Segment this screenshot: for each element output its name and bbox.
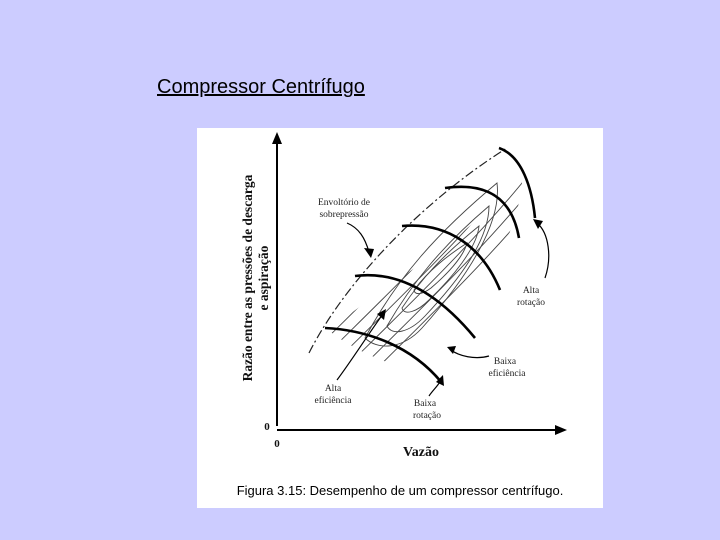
- envelope-annotation: Envoltório de sobrepressão: [318, 198, 370, 220]
- figure-card: Razão entre as pressões de descarga e as…: [197, 128, 603, 508]
- surge-envelope-line: [308, 147, 508, 354]
- low-efficiency-pointer-arrow: [450, 349, 490, 359]
- low-rotation-annotation-line1: Baixa: [414, 399, 437, 409]
- low-efficiency-annotation: Baixa eficiência: [489, 357, 527, 379]
- y-axis-label-line2: e aspiração: [256, 245, 271, 310]
- high-rotation-annotation: Alta rotação: [517, 286, 545, 308]
- speed-curves: [324, 146, 537, 384]
- low-rotation-annotation: Baixa rotação: [413, 399, 441, 421]
- figure-caption: Figura 3.15: Desempenho de um compressor…: [236, 483, 564, 498]
- slide-title: Compressor Centrífugo: [157, 76, 365, 98]
- low-efficiency-annotation-line1: Baixa: [494, 357, 517, 367]
- y-axis-arrow: [272, 132, 282, 144]
- island-contour: [386, 205, 490, 333]
- speed-curve: [444, 185, 521, 239]
- island-contour: [364, 182, 498, 347]
- high-rotation-arrowhead: [533, 219, 543, 229]
- island-contour: [413, 241, 468, 295]
- origin-y-label: 0: [264, 421, 270, 433]
- annotation-arrows: [336, 219, 550, 397]
- speed-curve: [401, 224, 502, 291]
- contour-line: [346, 187, 523, 373]
- high-rotation-annotation-line2: rotação: [517, 298, 545, 308]
- performance-diagram: Razão entre as pressões de descarga e as…: [240, 132, 567, 460]
- y-axis-label: Razão entre as pressões de descarga e as…: [240, 174, 271, 381]
- high-rotation-pointer-arrow: [536, 222, 550, 279]
- high-rotation-annotation-line1: Alta: [523, 286, 540, 296]
- high-efficiency-annotation: Alta eficiência: [315, 384, 353, 406]
- envelope-annotation-line1: Envoltório de: [318, 198, 370, 208]
- high-efficiency-annotation-line1: Alta: [325, 384, 342, 394]
- low-rotation-annotation-line2: rotação: [413, 411, 441, 421]
- low-efficiency-arrowhead: [447, 346, 456, 354]
- speed-curve: [498, 146, 537, 219]
- high-efficiency-arrowhead: [377, 309, 386, 320]
- origin-x-label: 0: [274, 438, 280, 450]
- high-efficiency-annotation-line2: eficiência: [315, 395, 353, 406]
- envelope-arrowhead: [364, 248, 374, 258]
- speed-curve: [324, 326, 444, 384]
- y-axis-label-line1: Razão entre as pressões de descarga: [240, 174, 255, 381]
- x-axis-label: Vazão: [403, 445, 439, 460]
- x-axis-arrow: [555, 425, 567, 435]
- axes: [272, 132, 567, 435]
- efficiency-islands: [364, 182, 498, 347]
- envelope-annotation-line2: sobrepressão: [319, 210, 368, 220]
- high-efficiency-pointer-arrow: [336, 313, 384, 381]
- low-rotation-arrowhead: [436, 375, 444, 386]
- low-efficiency-annotation-line2: eficiência: [489, 368, 527, 379]
- speed-curve: [354, 273, 477, 339]
- envelope-pointer-arrow: [346, 222, 370, 253]
